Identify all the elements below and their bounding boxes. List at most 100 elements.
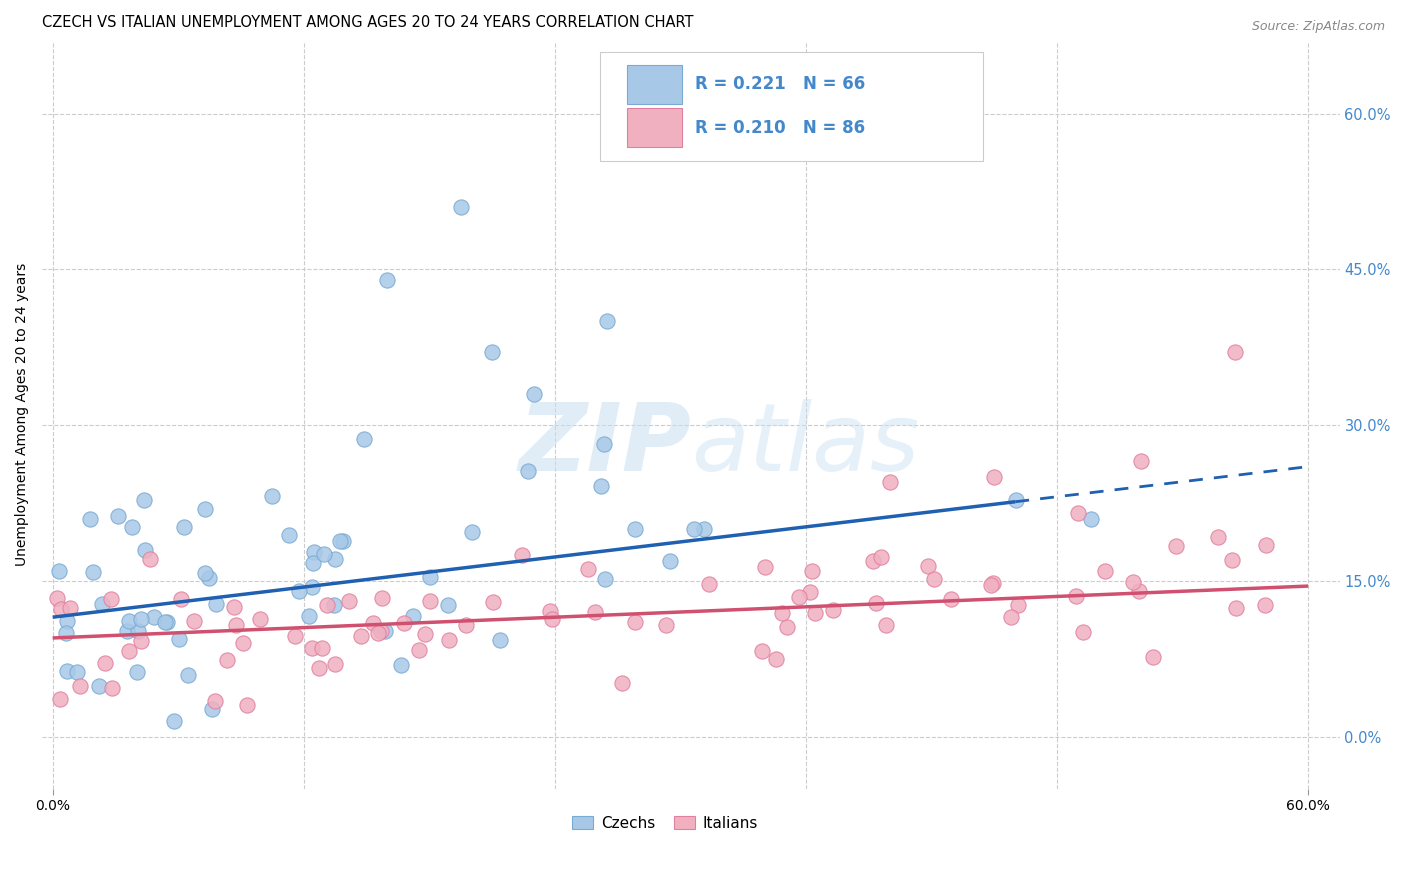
Point [325,552,347,566]
Point [58,600,80,615]
Text: R = 0.210   N = 86: R = 0.210 N = 86 [695,119,865,136]
Point [751,644,773,658]
Point [765,652,787,666]
Point [1142,649,1164,664]
Point [156,615,179,630]
Point [323,657,346,671]
Point [377,273,399,287]
Point [800,564,823,578]
Point [1004,493,1026,508]
Y-axis label: Unemployment Among Ages 20 to 24 years: Unemployment Among Ages 20 to 24 years [15,263,30,566]
Point [367,625,389,640]
Point [1253,598,1275,612]
Point [48,564,70,578]
Point [232,636,254,650]
Point [302,556,325,570]
Point [516,464,538,478]
Point [194,566,217,580]
Point [1007,598,1029,612]
Point [1225,600,1247,615]
Point [107,509,129,524]
Point [55,626,77,640]
Point [624,522,647,536]
Point [389,658,412,673]
Point [370,624,392,639]
Point [870,550,893,565]
Point [1220,552,1243,566]
Point [1122,575,1144,590]
Point [683,522,706,536]
Point [121,520,143,534]
Point [132,493,155,508]
Point [118,644,141,658]
Point [591,478,613,492]
Point [655,618,678,632]
Point [770,606,793,620]
Point [776,620,799,634]
Point [371,591,394,606]
Point [754,560,776,574]
Point [1067,507,1090,521]
Point [583,605,606,619]
Point [311,641,333,656]
Point [1256,537,1278,551]
Text: Source: ZipAtlas.com: Source: ZipAtlas.com [1251,20,1385,33]
Point [134,543,156,558]
Point [1128,583,1150,598]
Point [789,590,811,604]
Point [155,615,177,630]
Point [408,642,430,657]
Point [419,594,441,608]
Point [1064,590,1087,604]
Point [1000,609,1022,624]
Point [593,573,616,587]
Point [332,533,354,548]
Point [481,345,503,359]
FancyBboxPatch shape [627,65,682,103]
Point [183,614,205,628]
Point [1129,454,1152,468]
Point [350,629,373,643]
Point [225,618,247,632]
Point [540,612,562,626]
Point [865,596,887,610]
Point [131,633,153,648]
FancyBboxPatch shape [627,108,682,147]
Point [115,624,138,639]
Point [659,554,682,568]
Point [939,591,962,606]
Point [596,314,619,328]
Point [337,594,360,608]
Point [862,554,884,568]
Point [374,624,396,639]
Point [538,604,561,618]
Point [875,618,897,632]
Point [127,665,149,680]
Point [437,633,460,648]
Point [917,559,939,574]
Point [91,598,114,612]
Point [489,633,512,648]
Point [436,599,458,613]
Point [45,591,67,606]
Point [460,524,482,539]
Point [49,602,72,616]
Point [167,632,190,646]
Point [215,653,238,667]
Point [419,569,441,583]
Point [329,533,352,548]
Point [302,545,325,559]
Point [260,489,283,503]
Point [693,522,716,536]
Point [224,600,246,615]
Point [922,572,945,586]
Point [415,627,437,641]
Point [197,571,219,585]
Point [249,612,271,626]
Point [235,698,257,712]
Point [1071,624,1094,639]
Text: CZECH VS ITALIAN UNEMPLOYMENT AMONG AGES 20 TO 24 YEARS CORRELATION CHART: CZECH VS ITALIAN UNEMPLOYMENT AMONG AGES… [42,15,693,30]
Point [697,577,720,591]
Text: R = 0.221   N = 66: R = 0.221 N = 66 [695,75,865,94]
Point [79,512,101,526]
